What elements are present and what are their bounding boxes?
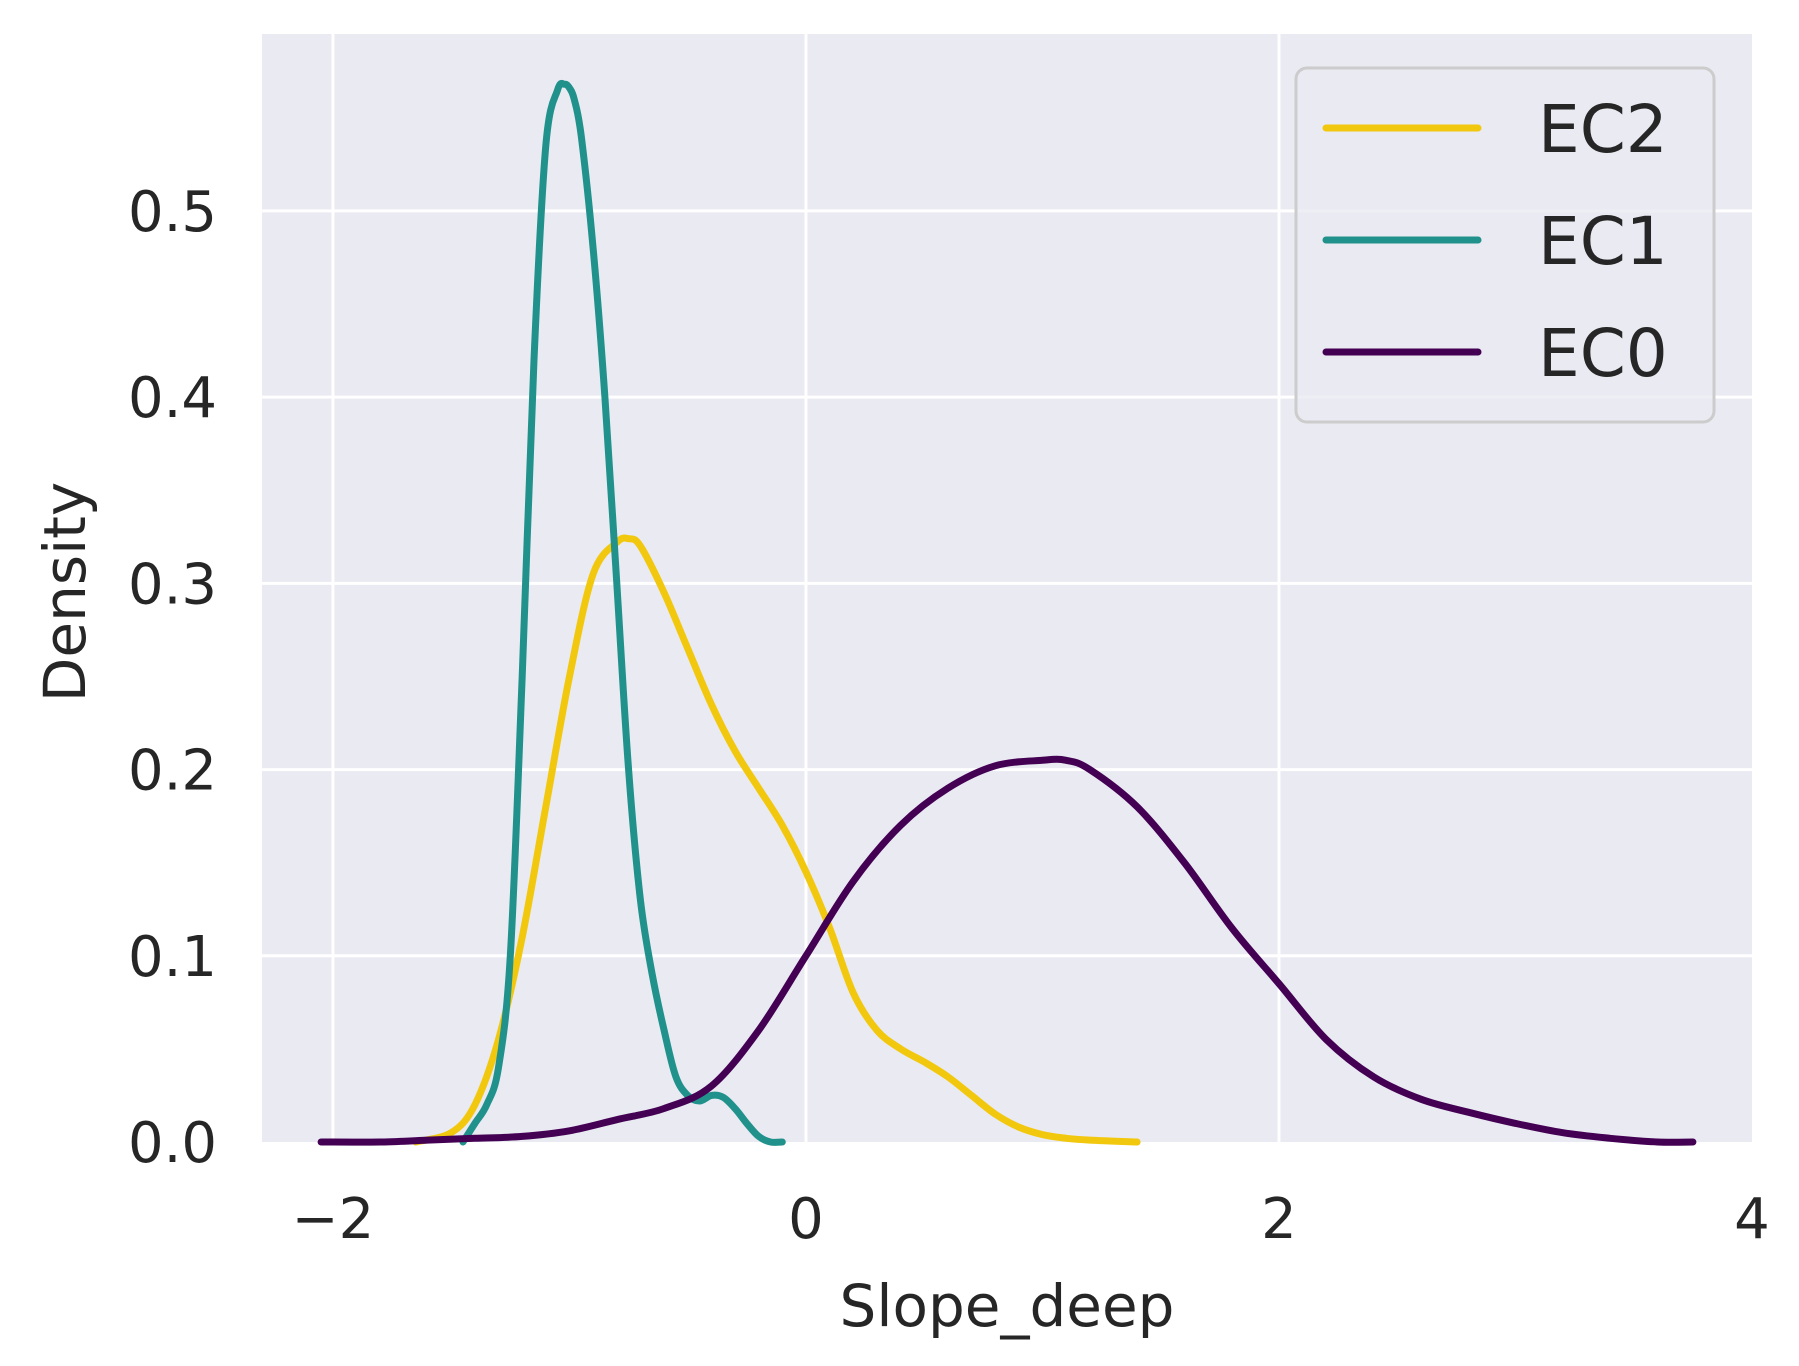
x-tick-label: 0 [788, 1187, 824, 1252]
x-tick-label: −2 [292, 1187, 375, 1252]
legend-label-ec1: EC1 [1538, 203, 1668, 280]
y-tick-label: 0.1 [128, 925, 217, 990]
legend-frame [1294, 66, 1716, 424]
y-tick-label: 0.4 [128, 366, 217, 431]
y-tick-labels: 0.0 0.1 0.2 0.3 0.4 0.5 [128, 180, 217, 1176]
x-tick-labels: −2 0 2 4 [292, 1187, 1770, 1252]
y-tick-label: 0.3 [128, 552, 217, 617]
legend: EC2 EC1 EC0 [1294, 66, 1716, 424]
x-tick-label: 4 [1734, 1187, 1770, 1252]
x-axis-label: Slope_deep [840, 1272, 1175, 1340]
y-tick-label: 0.5 [128, 180, 217, 245]
density-lines [317, 79, 1697, 1146]
series-line-ec1 [459, 79, 786, 1146]
x-tick-label: 2 [1261, 1187, 1297, 1252]
legend-label-ec0: EC0 [1538, 315, 1668, 392]
y-axis-label: Density [31, 482, 99, 703]
y-tick-label: 0.0 [128, 1111, 217, 1176]
legend-label-ec2: EC2 [1538, 91, 1668, 168]
y-tick-label: 0.2 [128, 739, 217, 804]
series-line-ec2 [412, 534, 1141, 1146]
series-line-ec0 [317, 755, 1697, 1146]
